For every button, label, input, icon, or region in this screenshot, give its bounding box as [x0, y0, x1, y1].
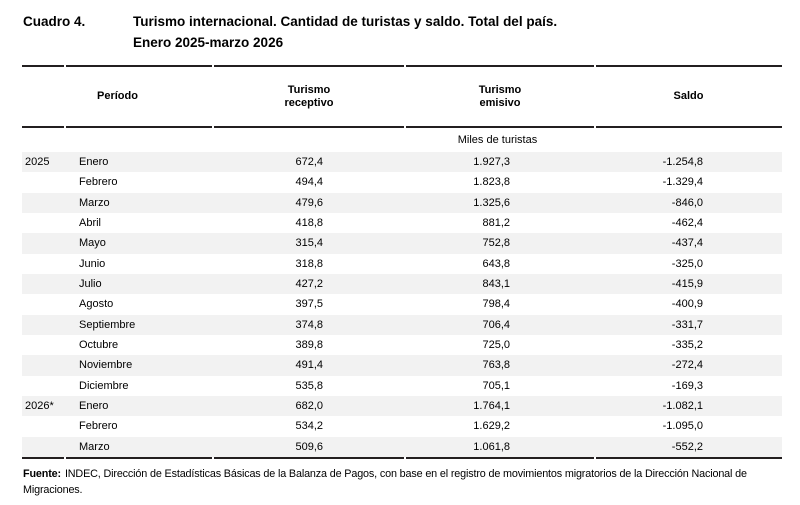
cell-saldo: -552,2: [671, 440, 703, 453]
page-subtitle: Enero 2025-marzo 2026: [133, 35, 284, 50]
cell-saldo: -1.082,1: [662, 400, 703, 413]
cell-month: Mayo: [79, 237, 106, 250]
cell-emisivo: 1.927,3: [473, 156, 510, 169]
cell-receptivo: 491,4: [295, 359, 323, 372]
table-row: Febrero 534,2 1.629,2 -1.095,0: [22, 416, 782, 436]
cell-receptivo: 509,6: [295, 440, 323, 453]
cell-emisivo: 881,2: [482, 217, 510, 230]
table-body: 2025 Enero 672,4 1.927,3 -1.254,8 Febrer…: [22, 152, 782, 457]
cell-month: Marzo: [79, 440, 110, 453]
cell-emisivo: 1.764,1: [473, 400, 510, 413]
cell-saldo: -415,9: [671, 278, 703, 291]
unit-note: Miles de turistas: [457, 134, 538, 146]
cell-saldo: -1.254,8: [662, 156, 703, 169]
cell-saldo: -846,0: [671, 196, 703, 209]
cell-receptivo: 672,4: [295, 156, 323, 169]
cell-saldo: -1.095,0: [662, 420, 703, 433]
cell-emisivo: 725,0: [482, 339, 510, 352]
cell-emisivo: 1.325,6: [473, 196, 510, 209]
cell-saldo: -462,4: [671, 217, 703, 230]
cell-year: 2025: [25, 156, 50, 169]
source-note: Fuente: INDEC, Dirección de Estadísticas …: [23, 466, 782, 498]
cell-emisivo: 752,8: [482, 237, 510, 250]
cell-saldo: -325,0: [671, 257, 703, 270]
table-row: 2025 Enero 672,4 1.927,3 -1.254,8: [22, 152, 782, 173]
cell-receptivo: 534,2: [295, 420, 323, 433]
cell-receptivo: 427,2: [295, 278, 323, 291]
table-header-row: Período Turismo receptivo Turismo emisiv…: [22, 67, 782, 126]
cell-receptivo: 535,8: [295, 379, 323, 392]
column-header-saldo: Saldo: [673, 90, 704, 102]
cell-emisivo: 1.629,2: [473, 420, 510, 433]
table-row: Marzo 509,6 1.061,8 -552,2: [22, 436, 782, 457]
cell-emisivo: 798,4: [482, 298, 510, 311]
cell-month: Agosto: [79, 298, 114, 311]
column-header-emisivo: Turismo emisivo: [478, 83, 522, 109]
cell-saldo: -335,2: [671, 339, 703, 352]
page-title: Turismo internacional. Cantidad de turis…: [133, 14, 558, 29]
cell-month: Enero: [79, 400, 109, 413]
rule-header-bottom: [22, 126, 782, 128]
table-row: Julio 427,2 843,1 -415,9: [22, 273, 782, 295]
cell-month: Julio: [79, 278, 102, 291]
column-header-periodo: Período: [97, 90, 138, 102]
cell-emisivo: 843,1: [482, 278, 510, 291]
cell-receptivo: 318,8: [295, 257, 323, 270]
cell-month: Enero: [79, 156, 109, 169]
cell-month: Noviembre: [79, 359, 133, 372]
table-row: Abril 418,8 881,2 -462,4: [22, 213, 782, 233]
cell-receptivo: 494,4: [295, 176, 323, 189]
cell-receptivo: 682,0: [295, 400, 323, 413]
cell-year: 2026*: [25, 400, 54, 413]
rule-bottom: [22, 456, 782, 459]
table-title-block: Cuadro 4. Turismo internacional. Cantida…: [0, 0, 800, 53]
cell-saldo: -1.329,4: [662, 176, 703, 189]
cell-emisivo: 643,8: [482, 257, 510, 270]
cell-receptivo: 315,4: [295, 237, 323, 250]
cell-saldo: -331,7: [671, 318, 703, 331]
table-row: Diciembre 535,8 705,1 -169,3: [22, 376, 782, 396]
cell-emisivo: 1.061,8: [473, 440, 510, 453]
table-row: Octubre 389,8 725,0 -335,2: [22, 335, 782, 355]
cell-month: Febrero: [79, 176, 118, 189]
table-title-text-block: Turismo internacional. Cantidad de turis…: [133, 11, 557, 53]
table-row: Agosto 397,5 798,4 -400,9: [22, 294, 782, 314]
rule-top: [22, 65, 782, 67]
cell-receptivo: 389,8: [295, 339, 323, 352]
cell-receptivo: 397,5: [295, 298, 323, 311]
table-row: 2026* Enero 682,0 1.764,1 -1.082,1: [22, 395, 782, 417]
cell-month: Junio: [79, 257, 106, 270]
cell-saldo: -272,4: [671, 359, 703, 372]
table-row: Mayo 315,4 752,8 -437,4: [22, 233, 782, 254]
cell-saldo: -437,4: [671, 237, 703, 250]
cell-emisivo: 706,4: [482, 318, 510, 331]
cell-month: Diciembre: [79, 379, 129, 392]
cell-receptivo: 418,8: [295, 217, 323, 230]
cell-month: Abril: [79, 217, 102, 230]
table-row: Junio 318,8 643,8 -325,0: [22, 254, 782, 274]
cell-emisivo: 1.823,8: [473, 176, 510, 189]
cell-emisivo: 763,8: [482, 359, 510, 372]
table-row: Febrero 494,4 1.823,8 -1.329,4: [22, 172, 782, 192]
cell-saldo: -400,9: [671, 298, 703, 311]
table-row: Noviembre 491,4 763,8 -272,4: [22, 355, 782, 376]
cell-month: Octubre: [79, 339, 119, 352]
source-text: INDEC, Dirección de Estadísticas Básicas…: [23, 467, 747, 496]
cell-receptivo: 374,8: [295, 318, 323, 331]
source-label: Fuente:: [23, 467, 61, 480]
cell-receptivo: 479,6: [295, 196, 323, 209]
cell-month: Marzo: [79, 196, 110, 209]
column-header-receptivo: Turismo receptivo: [284, 83, 334, 109]
table-row: Marzo 479,6 1.325,6 -846,0: [22, 192, 782, 213]
table-number: Cuadro 4.: [23, 14, 86, 29]
tourism-table: Período Turismo receptivo Turismo emisiv…: [22, 65, 782, 459]
cell-month: Febrero: [79, 420, 118, 433]
table-row: Septiembre 374,8 706,4 -331,7: [22, 314, 782, 335]
cell-saldo: -169,3: [671, 379, 703, 392]
cell-emisivo: 705,1: [482, 379, 510, 392]
cell-month: Septiembre: [79, 318, 136, 331]
